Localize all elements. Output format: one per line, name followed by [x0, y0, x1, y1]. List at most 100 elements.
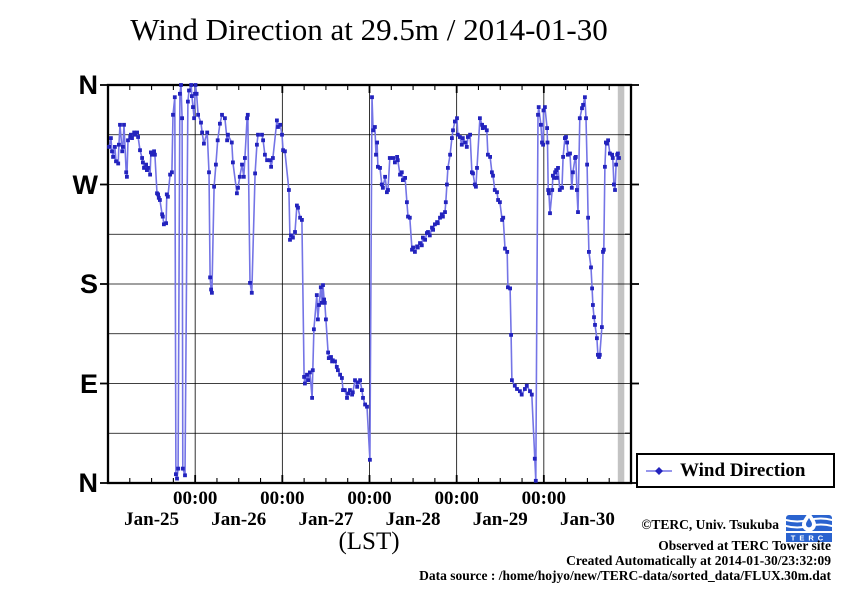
data-point-marker — [552, 176, 556, 180]
data-point-marker — [589, 265, 593, 270]
data-point-marker — [577, 116, 582, 121]
data-point-marker — [249, 290, 254, 295]
data-point-marker — [565, 140, 569, 145]
data-point-marker — [536, 112, 540, 117]
data-point-marker — [111, 155, 115, 159]
data-point-marker — [255, 142, 259, 147]
data-point-marker — [391, 156, 395, 160]
data-point-marker — [506, 285, 510, 290]
data-point-marker — [603, 164, 607, 169]
data-point-marker — [130, 136, 134, 140]
data-point-marker — [419, 243, 424, 248]
data-point-marker — [445, 182, 449, 187]
data-point-marker — [358, 378, 362, 383]
terc-logo-text: TERC — [791, 534, 827, 543]
data-point-marker — [608, 151, 612, 156]
data-point-marker — [113, 145, 117, 149]
data-point-marker — [509, 333, 513, 337]
data-point-marker — [321, 283, 325, 287]
data-point-marker — [187, 88, 191, 93]
data-point-marker — [605, 141, 609, 146]
data-point-marker — [385, 190, 389, 195]
data-point-marker — [381, 185, 385, 190]
data-point-marker — [597, 355, 601, 359]
data-point-marker — [209, 287, 213, 292]
data-point-marker — [541, 142, 545, 147]
legend-label: Wind Direction — [680, 459, 806, 481]
data-point-marker — [202, 141, 206, 146]
data-point-marker — [223, 116, 227, 121]
data-point-marker — [421, 235, 425, 240]
data-point-marker — [576, 210, 580, 214]
y-tick-label-2: S — [79, 269, 98, 299]
data-point-marker — [475, 166, 479, 170]
data-point-marker — [124, 170, 129, 175]
data-point-marker — [308, 370, 312, 375]
data-point-marker — [162, 222, 166, 227]
data-point-marker — [140, 156, 144, 160]
data-point-marker — [322, 300, 327, 305]
data-point-marker — [126, 138, 130, 143]
data-point-marker — [293, 230, 297, 234]
data-point-marker — [590, 286, 594, 291]
data-point-marker — [212, 184, 216, 189]
data-point-marker — [295, 203, 299, 208]
data-point-marker — [458, 135, 462, 139]
day-label-jan-27: Jan-27 — [298, 509, 354, 530]
data-point-marker — [518, 389, 522, 394]
data-point-marker — [360, 388, 364, 392]
data-point-marker — [371, 128, 375, 133]
data-point-marker — [587, 250, 591, 254]
data-point-marker — [536, 105, 541, 109]
data-point-marker — [407, 215, 412, 220]
data-point-marker — [268, 158, 272, 163]
data-point-marker — [616, 151, 620, 156]
day-label-jan-25: Jan-25 — [124, 509, 180, 530]
data-point-marker — [110, 149, 114, 154]
data-point-marker — [540, 140, 544, 145]
data-point-marker — [231, 160, 235, 165]
data-point-marker — [355, 384, 360, 389]
data-point-marker — [483, 125, 487, 129]
data-point-marker — [329, 355, 333, 359]
data-point-marker — [356, 380, 360, 385]
data-point-marker — [276, 125, 280, 129]
data-point-marker — [149, 150, 153, 155]
data-point-marker — [374, 152, 378, 157]
observed-site-text: Observed at TERC Tower site — [658, 538, 831, 553]
data-point-marker — [453, 119, 457, 124]
data-point-marker — [455, 116, 459, 121]
data-point-marker — [122, 122, 126, 127]
data-point-marker — [573, 155, 578, 159]
data-point-marker — [466, 135, 470, 139]
data-point-marker — [512, 383, 517, 388]
data-point-marker — [240, 162, 244, 167]
data-point-marker — [524, 383, 529, 388]
day-label-jan-28: Jan-28 — [385, 509, 441, 530]
data-point-marker — [554, 168, 559, 172]
data-point-marker — [265, 158, 269, 163]
data-point-marker — [160, 212, 164, 217]
x-tick-label-2: 00:00 — [347, 488, 392, 509]
data-point-marker — [415, 245, 420, 250]
data-point-marker — [207, 170, 211, 175]
data-point-marker — [180, 466, 185, 471]
day-label-jan-26: Jan-26 — [211, 509, 267, 530]
data-point-marker — [561, 155, 565, 159]
data-point-marker — [175, 476, 179, 481]
data-point-marker — [125, 174, 129, 179]
x-tick-label-4: 00:00 — [521, 488, 566, 509]
data-point-marker — [172, 95, 177, 100]
data-point-marker — [395, 158, 400, 163]
data-point-marker — [260, 132, 264, 137]
data-point-marker — [446, 166, 450, 170]
data-point-marker — [550, 188, 555, 192]
data-point-marker — [565, 152, 570, 157]
data-point-marker — [164, 221, 168, 226]
data-point-marker — [333, 359, 337, 364]
data-point-marker — [395, 155, 399, 159]
data-point-marker — [178, 91, 182, 96]
legend-box: Wind Direction — [636, 453, 835, 488]
data-point-marker — [519, 392, 524, 397]
data-point-marker — [248, 281, 252, 285]
